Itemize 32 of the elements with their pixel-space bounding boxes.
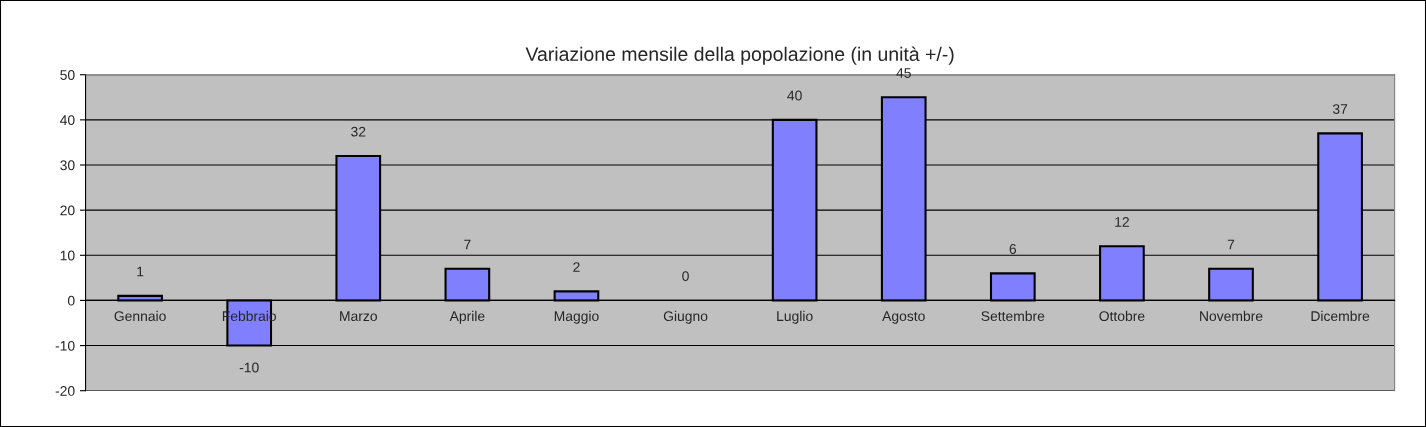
y-tick-label: 40 <box>60 115 75 126</box>
y-tick-label: 10 <box>60 250 75 261</box>
x-tick-label: Agosto <box>882 311 925 324</box>
x-tick-label: Settembre <box>981 310 1045 322</box>
x-tick-label: Novembre <box>1200 310 1263 322</box>
data-label: 7 <box>464 239 471 250</box>
data-label: 1 <box>137 266 144 277</box>
data-label: 37 <box>1332 104 1348 114</box>
data-label: -10 <box>239 362 259 373</box>
data-label: 6 <box>1009 244 1017 254</box>
data-label: 12 <box>1115 217 1129 227</box>
y-tick-label: 20 <box>60 205 75 216</box>
x-tick-label: Dicembre <box>1311 310 1370 322</box>
x-tick-label: Ottobre <box>1099 310 1145 322</box>
data-label: 7 <box>1227 239 1235 250</box>
y-tick-label: -10 <box>55 340 75 351</box>
data-label: 40 <box>787 90 802 101</box>
data-label: 0 <box>682 271 689 282</box>
data-label: 2 <box>573 262 580 272</box>
data-label: 32 <box>351 126 366 137</box>
x-tick-label: Giugno <box>663 310 708 324</box>
x-tick-label: Marzo <box>340 311 377 322</box>
y-tick-label: 0 <box>67 295 75 306</box>
x-tick-label: Aprile <box>449 310 485 324</box>
y-tick-label: 50 <box>60 70 75 80</box>
y-tick-label: -20 <box>55 386 75 396</box>
x-tick-label: Maggio <box>554 310 599 324</box>
x-tick-label: Gennaio <box>114 310 166 322</box>
data-label: 45 <box>896 68 911 78</box>
y-tick-label: 30 <box>60 160 75 171</box>
x-tick-label: Luglio <box>777 310 813 324</box>
chart-title: Variazione mensile della popolazione (in unità +/-) <box>525 46 954 65</box>
